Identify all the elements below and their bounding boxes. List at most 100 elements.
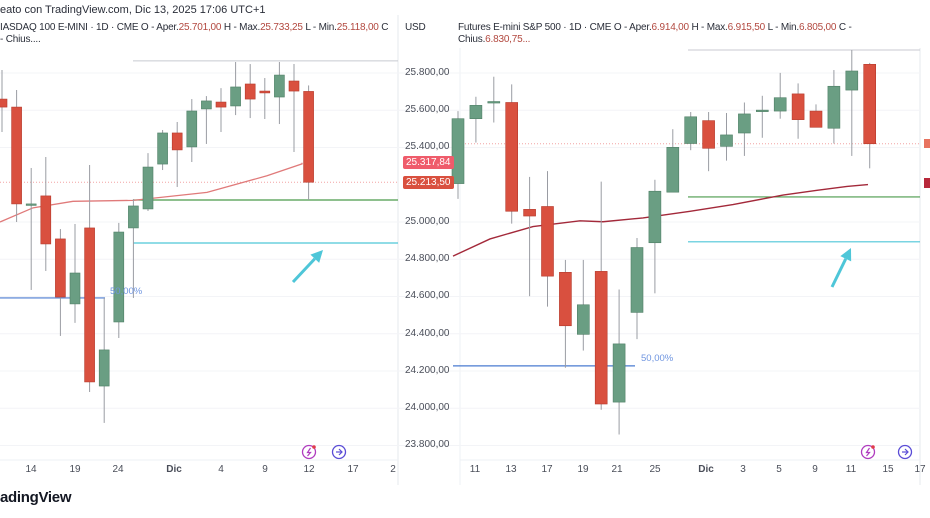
right-candle-body bbox=[630, 247, 644, 313]
low-label: L - Min. bbox=[767, 22, 800, 33]
fib-label-right: 50,00% bbox=[641, 353, 674, 364]
right-ma-price-tag bbox=[924, 178, 930, 188]
left-candle-body bbox=[11, 106, 22, 205]
left-candle-body bbox=[55, 238, 66, 298]
time-tick-label: 15 bbox=[882, 464, 894, 475]
time-tick-label: 5 bbox=[776, 464, 782, 475]
time-tick-label: Dic bbox=[166, 464, 182, 475]
fib-label-left: 50,00% bbox=[110, 286, 143, 297]
left-candle-body bbox=[0, 98, 8, 108]
open-label: O - Aper. bbox=[140, 22, 179, 33]
right-candle-body bbox=[702, 120, 715, 149]
close-value: 6.830,75... bbox=[485, 34, 531, 45]
right-earnings-icon bbox=[860, 444, 876, 460]
left-candle-body bbox=[113, 231, 125, 323]
left-candle-body bbox=[69, 272, 81, 305]
left-candle-body bbox=[84, 227, 95, 383]
left-candle-body bbox=[288, 80, 300, 92]
left-candle-body bbox=[186, 110, 198, 148]
left-candle-body bbox=[230, 86, 241, 107]
time-tick-label: 19 bbox=[577, 464, 589, 475]
right-candle-body bbox=[505, 102, 519, 212]
open-value: 25.701,00 bbox=[178, 22, 222, 33]
price-tick-label: 25.000,00 bbox=[405, 215, 450, 227]
right-candle-body bbox=[845, 70, 859, 91]
right-candle-body bbox=[827, 85, 841, 129]
left-candle-body bbox=[201, 100, 212, 110]
time-tick-label: 17 bbox=[541, 464, 553, 475]
left-up-arrow-icon-shaft bbox=[291, 257, 316, 284]
time-tick-label: 11 bbox=[469, 464, 481, 475]
ma-price-tag: 25.317,84 bbox=[403, 156, 454, 169]
right-candle-body bbox=[791, 93, 805, 120]
time-tick-label: 9 bbox=[262, 464, 268, 475]
time-tick-label: 12 bbox=[303, 464, 315, 475]
time-tick-label: 11 bbox=[845, 464, 857, 475]
right-earnings-icon-glyph bbox=[865, 447, 871, 457]
right-symbol: Futures E-mini S&P 500 · 1D · CME bbox=[458, 22, 612, 33]
currency-label: USD bbox=[405, 22, 426, 33]
right-candle-body bbox=[809, 110, 823, 128]
price-tick-label: 23.800,00 bbox=[405, 439, 450, 451]
right-candle-body bbox=[541, 206, 554, 277]
right-candle-body bbox=[469, 105, 483, 120]
left-candle-body bbox=[171, 132, 183, 151]
close-label: C - Chius. bbox=[458, 22, 852, 45]
left-candle-body bbox=[244, 83, 256, 100]
right-candle-body bbox=[738, 113, 751, 134]
right-candle-body bbox=[612, 343, 626, 403]
tradingview-logo: adingView bbox=[0, 489, 72, 506]
high-label: H - Max. bbox=[691, 22, 728, 33]
price-tick-label: 24.400,00 bbox=[405, 327, 450, 339]
time-tick-label: 3 bbox=[740, 464, 746, 475]
right-candle-body bbox=[720, 134, 733, 147]
time-tick-label: 2 bbox=[390, 464, 396, 475]
time-tick-label: 24 bbox=[112, 464, 124, 475]
left-candle-body bbox=[98, 349, 110, 387]
right-candle-body bbox=[451, 118, 465, 184]
left-earnings-icon bbox=[301, 444, 317, 460]
left-candle-body bbox=[128, 205, 139, 229]
right-split-icon bbox=[897, 444, 913, 460]
right-candle-body bbox=[863, 64, 877, 145]
time-tick-label: 17 bbox=[347, 464, 359, 475]
price-tick-label: 25.600,00 bbox=[405, 104, 450, 116]
time-tick-label: 17 bbox=[914, 464, 926, 475]
left-legend: IASDAQ 100 E-MINI · 1D · CME O - Aper.25… bbox=[0, 22, 392, 46]
right-up-arrow-icon-shaft bbox=[830, 258, 848, 288]
right-split-icon-glyph-head bbox=[904, 448, 909, 456]
right-last-price-tag bbox=[924, 139, 930, 148]
right-candle-body bbox=[487, 101, 501, 104]
left-split-icon-glyph-head bbox=[338, 448, 343, 456]
left-earnings-icon-glyph bbox=[306, 447, 312, 457]
left-candle-body bbox=[25, 203, 37, 206]
right-candle-body bbox=[648, 190, 662, 244]
low-value: 25.118,00 bbox=[336, 22, 379, 33]
open-value: 6.914,00 bbox=[651, 22, 690, 33]
right-candle-body bbox=[773, 97, 787, 112]
left-candle-body bbox=[303, 91, 314, 183]
right-candle-body bbox=[666, 147, 680, 193]
left-candle-body bbox=[157, 132, 168, 165]
time-tick-label: 4 bbox=[218, 464, 224, 475]
high-value: 25.733,25 bbox=[260, 22, 303, 33]
close-label: C - Chius.... bbox=[0, 22, 389, 45]
time-tick-label: 14 bbox=[25, 464, 37, 475]
price-tick-label: 24.600,00 bbox=[405, 290, 450, 302]
left-candle-body bbox=[259, 90, 271, 94]
time-tick-label: Dic bbox=[698, 464, 714, 475]
low-value: 6.805,00 bbox=[798, 22, 837, 33]
time-tick-label: 21 bbox=[611, 464, 623, 475]
high-value: 6.915,50 bbox=[727, 22, 766, 33]
time-tick-label: 9 bbox=[812, 464, 818, 475]
right-candle-body bbox=[523, 209, 536, 217]
price-tick-label: 24.000,00 bbox=[405, 402, 450, 414]
left-candle-body bbox=[40, 195, 52, 245]
open-label: O - Aper. bbox=[613, 22, 652, 33]
right-moving-average bbox=[452, 183, 869, 257]
last-price-tag: 25.213,50 bbox=[403, 176, 454, 189]
left-symbol: IASDAQ 100 E-MINI · 1D · CME bbox=[0, 22, 139, 33]
right-legend: Futures E-mini S&P 500 · 1D · CME O - Ap… bbox=[458, 22, 916, 46]
right-up-arrow-icon bbox=[840, 248, 852, 262]
